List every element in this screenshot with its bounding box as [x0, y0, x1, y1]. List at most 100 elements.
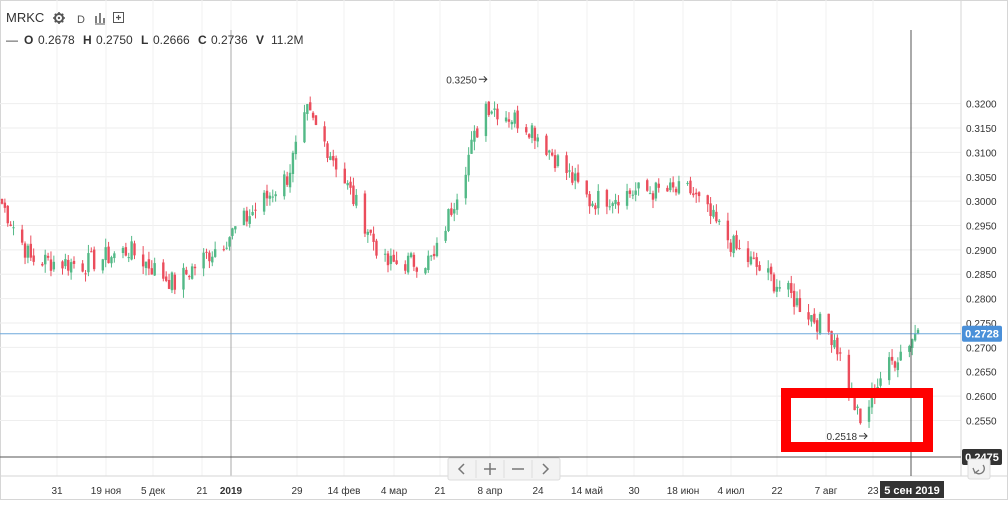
candle-body [41, 263, 44, 266]
candle-body [585, 180, 588, 195]
candle-body [147, 259, 151, 269]
candle-body [772, 274, 776, 292]
candle-body [697, 192, 701, 197]
candle-body [49, 259, 53, 271]
candle-body [366, 231, 370, 235]
candle-body [306, 104, 309, 114]
candle-body [254, 209, 257, 211]
candle-body [617, 201, 620, 206]
candle-body [228, 237, 231, 247]
low-value: 0.2666 [153, 33, 190, 47]
price-tick-label: 0.2550 [966, 416, 997, 427]
candle-body [746, 248, 750, 263]
time-tick-label: 4 июл [717, 486, 744, 497]
candle-body [470, 139, 473, 154]
candle-body [695, 192, 698, 195]
crosshair-date-tag [880, 481, 944, 498]
symbol-label[interactable]: MRKC [6, 10, 44, 25]
chevron-left-icon[interactable] [448, 458, 476, 480]
candle-body [611, 203, 614, 207]
time-tick-label: 22 [771, 486, 783, 497]
candle-body [467, 154, 470, 176]
candle-body [752, 257, 756, 259]
price-tick-label: 0.3050 [966, 173, 997, 184]
candle-body [193, 266, 197, 269]
candle-body [646, 180, 649, 191]
candle-body [553, 155, 557, 169]
candle-body [810, 315, 813, 322]
time-tick-label: 31 [51, 486, 63, 497]
candle-body [651, 193, 655, 200]
candle-body [867, 406, 871, 422]
candle-body [44, 254, 47, 265]
plus-icon[interactable] [476, 458, 504, 480]
candle-body [409, 253, 413, 258]
candle-body [913, 333, 917, 341]
candle-body [268, 195, 272, 199]
open-label: O [24, 33, 33, 47]
candle-body [484, 103, 488, 137]
candle-body [775, 286, 779, 292]
candle-body [363, 193, 367, 234]
candle-body [525, 127, 528, 133]
candle-body [234, 226, 237, 230]
candle-body [23, 243, 27, 258]
candle-body [605, 190, 609, 207]
candle-body [911, 339, 914, 348]
volume-value: 11.2M [271, 33, 303, 47]
candle-body [412, 254, 416, 267]
candle-body [349, 181, 352, 188]
candle-body [504, 117, 508, 122]
time-axis[interactable]: 31 19 ноя 5 дек 21 2019 29 14 фев 4 мар 21 8 апр 2… [51, 485, 879, 497]
candle-body [61, 261, 64, 269]
minus-icon[interactable] [504, 458, 532, 480]
candle-body [856, 406, 859, 408]
bar-style-icon[interactable] [95, 13, 105, 25]
candle-body [303, 112, 306, 143]
candle-body [887, 357, 891, 381]
interval-label[interactable]: D [77, 14, 85, 26]
compare-icon[interactable] [113, 12, 124, 23]
candle-body [283, 174, 286, 197]
candle-body [597, 190, 600, 209]
price-tick-label: 0.2800 [966, 295, 997, 306]
candle-body [144, 261, 148, 269]
candle-body [715, 211, 718, 222]
time-tick-label: 5 дек [141, 486, 166, 497]
candle-body [12, 227, 15, 229]
candle-body [591, 203, 594, 206]
candle-body [899, 351, 902, 361]
gear-icon[interactable] [53, 12, 65, 24]
candle-body [709, 203, 712, 216]
candle-body [729, 242, 732, 252]
candle-body [64, 259, 67, 267]
navigation-toolbar [447, 457, 991, 481]
candle-body [211, 256, 214, 263]
price-tick-label: 0.3200 [966, 100, 997, 111]
candle-body [686, 182, 689, 184]
candle-body [231, 228, 234, 236]
candle-body [847, 354, 851, 393]
candle-body [671, 182, 675, 188]
candle-body [510, 121, 514, 125]
candle-body [133, 243, 136, 256]
candle-body [329, 156, 332, 160]
candle-body [424, 268, 427, 274]
undo-icon[interactable] [967, 458, 991, 480]
price-tick-label: 0.3150 [966, 124, 997, 135]
candle-body [251, 211, 254, 216]
candle-body [389, 255, 393, 264]
candle-body [749, 256, 753, 265]
low-marker-arrow [859, 432, 868, 440]
time-tick-label: 30 [628, 486, 640, 497]
candle-body [516, 110, 519, 129]
candle-body [476, 128, 479, 138]
candle-body [790, 283, 793, 293]
candle-body [628, 190, 632, 194]
candle-body [795, 298, 799, 306]
price-axis[interactable]: 0.3200 0.3150 0.3100 0.3050 0.3000 0.2950 0.29… [966, 100, 997, 428]
candle-body [594, 205, 597, 210]
candles [0, 96, 920, 428]
chevron-right-icon[interactable] [532, 458, 560, 480]
